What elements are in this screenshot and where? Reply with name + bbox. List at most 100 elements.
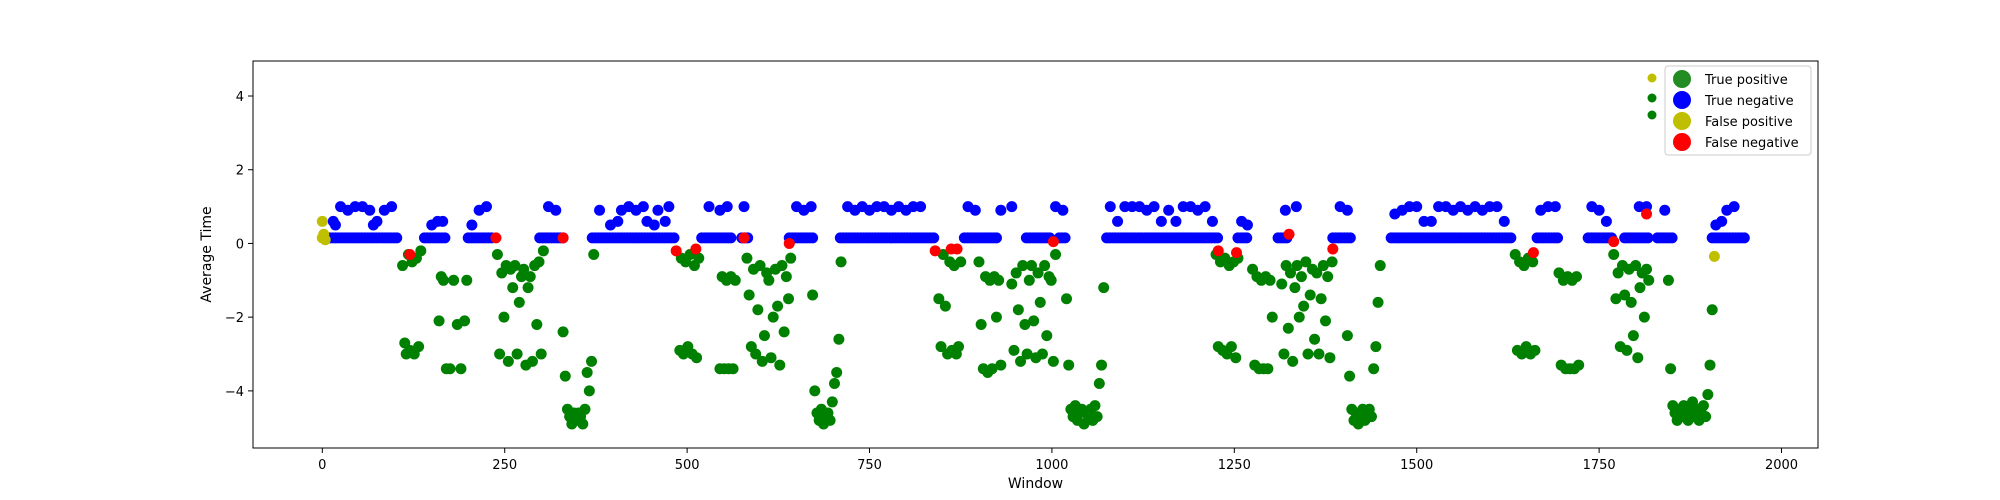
true-positive-point: [1527, 256, 1539, 268]
true-positive-point: [765, 352, 777, 364]
true-positive-point: [973, 256, 985, 268]
true-positive-point: [1036, 348, 1048, 360]
x-axis-label: Window: [1008, 476, 1063, 492]
true-positive-point: [1372, 296, 1384, 308]
true-negative-point: [437, 215, 449, 227]
true-negative-point: [1505, 232, 1517, 244]
true-positive-point: [588, 249, 600, 260]
true-positive-point: [831, 366, 843, 378]
true-negative-point: [1199, 201, 1211, 213]
x-tick-label: 1500: [1400, 458, 1433, 473]
true-positive-point: [1619, 289, 1631, 301]
true-positive-point: [1023, 274, 1035, 286]
true-positive-point: [498, 311, 510, 323]
true-negative-point: [969, 204, 981, 216]
true-positive-point: [1287, 355, 1299, 367]
true-positive-point: [1529, 344, 1541, 356]
true-positive-point: [1341, 330, 1353, 342]
true-positive-point: [772, 300, 784, 312]
true-positive-point: [1702, 389, 1714, 401]
true-positive-point: [579, 403, 591, 415]
true-positive-point: [1063, 359, 1075, 371]
true-negative-point: [1738, 232, 1750, 244]
true-positive-point: [939, 300, 951, 312]
true-negative-point: [1059, 232, 1071, 244]
true-positive-point: [776, 260, 788, 272]
true-positive-point: [1317, 260, 1329, 272]
true-negative-point: [915, 201, 927, 213]
false-negative-point: [1641, 208, 1653, 220]
false-negative-point: [1047, 236, 1059, 248]
false-negative-point: [670, 245, 682, 257]
true-positive-point: [1008, 344, 1020, 356]
true-negative-point: [391, 232, 403, 244]
false-positive-point: [316, 215, 328, 227]
true-positive-point: [455, 363, 467, 375]
true-positive-point: [1300, 256, 1312, 268]
true-positive-point: [741, 252, 753, 264]
true-positive-point: [1032, 267, 1044, 279]
true-positive-point: [1313, 348, 1325, 360]
true-negative-point: [1206, 215, 1218, 227]
true-positive-point: [752, 304, 764, 316]
false-negative-point: [557, 232, 569, 244]
true-positive-point: [763, 274, 775, 286]
false-negative-point: [490, 232, 502, 244]
y-tick-label: 4: [236, 90, 244, 105]
true-positive-point: [1293, 311, 1305, 323]
y-tick-label: 0: [236, 237, 244, 252]
legend-label-true-negative: True negative: [1704, 94, 1794, 109]
true-positive-point: [1662, 274, 1674, 286]
false-negative-point: [404, 249, 416, 260]
true-positive-point: [727, 363, 739, 375]
true-positive-point: [1006, 278, 1018, 290]
true-positive-point: [729, 274, 741, 286]
true-positive-point: [1309, 333, 1321, 345]
true-positive-point: [1089, 400, 1101, 412]
true-positive-point: [524, 271, 536, 283]
true-positive-point: [1700, 411, 1712, 423]
true-positive-point: [1320, 315, 1332, 327]
true-positive-point: [1091, 411, 1103, 423]
true-positive-point: [1704, 359, 1716, 371]
true-negative-point: [995, 204, 1007, 216]
true-negative-point: [1411, 201, 1423, 213]
true-positive-point: [758, 330, 770, 342]
true-positive-point: [535, 348, 547, 360]
false-negative-point: [1608, 236, 1620, 248]
true-positive-point: [986, 363, 998, 375]
true-negative-point: [1728, 201, 1740, 213]
y-tick-label: 2: [236, 164, 244, 179]
true-positive-point: [518, 263, 530, 275]
true-positive-point: [1374, 260, 1386, 272]
x-axis: 0 250 500 750 1000 1250 1500 1750 2000: [318, 448, 1798, 473]
true-positive-point: [1322, 271, 1334, 283]
true-positive-point: [461, 274, 473, 286]
true-positive-point: [413, 341, 425, 353]
true-positive-point: [1298, 300, 1310, 312]
x-tick-label: 1250: [1218, 458, 1251, 473]
true-positive-point: [537, 245, 549, 257]
true-positive-point: [935, 341, 947, 353]
true-positive-point: [415, 245, 427, 257]
true-negative-point: [721, 201, 733, 213]
true-negative-point: [1279, 204, 1291, 216]
legend: True positive True negative False positive…: [1647, 65, 1812, 156]
true-negative-point: [990, 232, 1002, 244]
true-negative-point: [612, 215, 624, 227]
true-negative-point: [1112, 215, 1124, 227]
true-positive-point: [1641, 263, 1653, 275]
true-positive-point: [1632, 352, 1644, 364]
true-positive-point: [693, 252, 705, 264]
true-negative-point: [663, 201, 675, 213]
false-negative-point: [951, 243, 963, 255]
true-positive-point: [1289, 282, 1301, 294]
true-negative-point: [1425, 215, 1437, 227]
true-negative-point: [648, 219, 660, 231]
true-negative-point: [1170, 215, 1182, 227]
x-tick-label: 750: [857, 458, 882, 473]
true-negative-point: [1212, 232, 1224, 244]
true-positive-point: [1643, 274, 1655, 286]
true-positive-point: [1282, 322, 1294, 334]
true-positive-point: [1625, 296, 1637, 308]
